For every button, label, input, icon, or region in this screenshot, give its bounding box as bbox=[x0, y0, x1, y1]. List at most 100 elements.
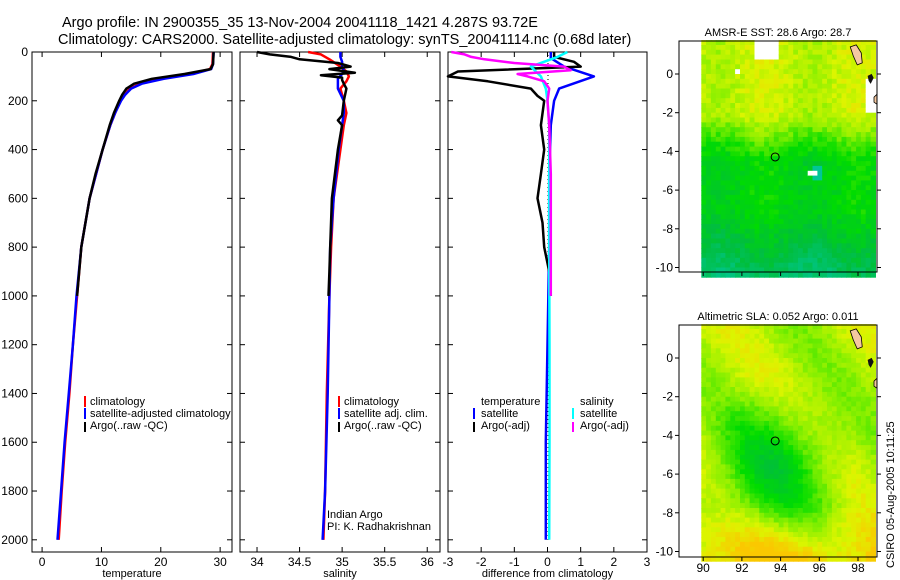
map-cell bbox=[744, 272, 751, 278]
map-cell bbox=[793, 45, 799, 51]
map-cell bbox=[822, 362, 828, 369]
map-cell bbox=[831, 329, 838, 335]
map-cell bbox=[735, 98, 741, 104]
map-cell bbox=[783, 382, 789, 388]
map-cell bbox=[856, 204, 862, 210]
map-cell bbox=[856, 146, 862, 152]
map-cell bbox=[740, 512, 746, 519]
map-cell bbox=[759, 551, 765, 557]
map-cell bbox=[725, 165, 731, 172]
map-cell bbox=[701, 40, 707, 46]
map-cell bbox=[725, 233, 731, 239]
map-cell bbox=[793, 98, 799, 104]
map-cell bbox=[788, 257, 794, 264]
map-cell bbox=[740, 214, 746, 220]
map-cell bbox=[701, 262, 707, 269]
map-cell bbox=[744, 338, 751, 344]
map-cell bbox=[759, 214, 765, 220]
map-cell bbox=[851, 532, 857, 538]
map-cell bbox=[725, 411, 731, 417]
map-cell bbox=[860, 556, 867, 562]
map-cell bbox=[706, 324, 712, 330]
map-cell bbox=[827, 112, 833, 119]
y-tick-label: -4 bbox=[662, 144, 673, 158]
map-cell bbox=[802, 353, 809, 359]
map-cell bbox=[856, 454, 862, 461]
map-cell bbox=[812, 372, 818, 378]
map-cell bbox=[827, 522, 833, 528]
map-cell bbox=[856, 161, 862, 167]
map-cell bbox=[827, 175, 833, 181]
map-cell bbox=[827, 324, 833, 330]
map-cell bbox=[841, 136, 847, 143]
map-cell bbox=[783, 185, 789, 191]
map-cell bbox=[827, 348, 833, 354]
map-cell bbox=[725, 204, 731, 210]
map-cell bbox=[851, 117, 857, 123]
map-cell bbox=[754, 522, 760, 528]
map-cell bbox=[846, 391, 852, 398]
map-cell bbox=[822, 387, 828, 393]
map-cell bbox=[778, 517, 785, 523]
map-cell bbox=[817, 185, 823, 191]
map-cell bbox=[865, 377, 872, 383]
map-cell bbox=[802, 185, 809, 191]
map-cell bbox=[720, 117, 726, 123]
map-cell bbox=[740, 430, 746, 436]
map-cell bbox=[759, 464, 765, 470]
map-cell bbox=[773, 517, 780, 523]
map-cell bbox=[851, 377, 857, 383]
map-cell bbox=[710, 469, 717, 475]
map-cell bbox=[827, 416, 833, 422]
map-cell bbox=[827, 165, 833, 172]
map-cell bbox=[778, 122, 785, 128]
x-tick-label: 94 bbox=[774, 561, 788, 575]
map-cell bbox=[846, 454, 852, 461]
map-cell bbox=[754, 146, 760, 152]
map-cell bbox=[856, 185, 862, 191]
map-cell bbox=[769, 161, 775, 167]
map-cell bbox=[841, 224, 847, 230]
map-cell bbox=[851, 156, 857, 162]
map-cell bbox=[788, 267, 794, 273]
map-cell bbox=[798, 209, 804, 215]
map-cell bbox=[802, 411, 809, 417]
map-cell bbox=[783, 204, 789, 210]
map-cell bbox=[870, 45, 876, 51]
map-cell bbox=[783, 175, 789, 181]
map-cell bbox=[856, 459, 862, 465]
map-cell bbox=[865, 556, 872, 562]
map-cell bbox=[773, 478, 780, 485]
map-cell bbox=[769, 127, 775, 133]
zero-line-dot bbox=[547, 511, 549, 512]
map-cell bbox=[778, 132, 785, 138]
map-cell bbox=[759, 64, 765, 70]
map-cell bbox=[725, 469, 731, 475]
map-cell bbox=[851, 353, 857, 359]
map-cell bbox=[798, 343, 804, 349]
map-cell bbox=[710, 440, 717, 446]
map-cell bbox=[744, 214, 751, 220]
map-cell bbox=[710, 83, 717, 90]
map-cell bbox=[715, 69, 722, 75]
map-cell bbox=[836, 49, 843, 56]
map-cell bbox=[865, 64, 872, 70]
map-cell bbox=[706, 377, 712, 383]
map-cell bbox=[773, 532, 780, 538]
map-cell bbox=[827, 185, 833, 191]
map-cell bbox=[798, 474, 804, 480]
map-cell bbox=[759, 267, 765, 273]
map-cell bbox=[807, 54, 814, 60]
map-cell bbox=[827, 69, 833, 75]
map-cell bbox=[865, 209, 872, 215]
map-cell bbox=[831, 180, 838, 186]
map-cell bbox=[759, 190, 765, 196]
map-cell bbox=[735, 224, 741, 230]
map-cell bbox=[701, 54, 707, 60]
map-cell bbox=[822, 40, 828, 46]
map-cell bbox=[788, 45, 794, 51]
map-cell bbox=[798, 117, 804, 123]
map-cell bbox=[701, 416, 707, 422]
map-cell bbox=[735, 165, 741, 172]
map-cell bbox=[778, 440, 785, 446]
